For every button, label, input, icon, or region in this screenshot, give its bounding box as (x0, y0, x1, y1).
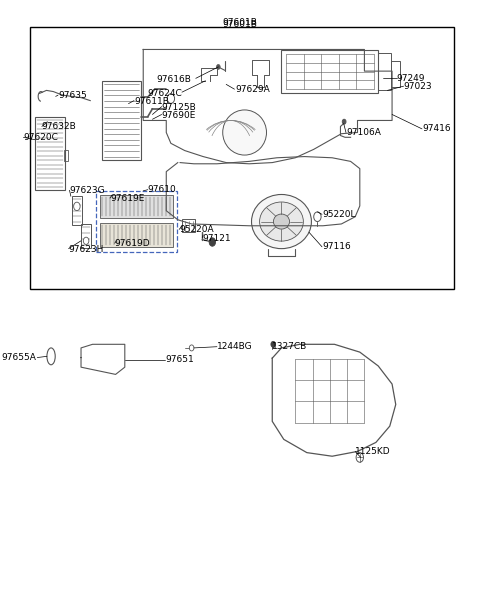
Circle shape (342, 119, 346, 124)
Ellipse shape (252, 195, 312, 249)
Text: 97611B: 97611B (134, 97, 169, 106)
Bar (63, 150, 68, 161)
Ellipse shape (223, 110, 266, 155)
Ellipse shape (274, 214, 289, 229)
Circle shape (73, 202, 80, 211)
Circle shape (271, 341, 276, 348)
Bar (100, 195, 173, 218)
Text: 97249: 97249 (396, 74, 425, 83)
Text: 97623H: 97623H (69, 245, 104, 254)
Text: 97116: 97116 (322, 243, 351, 251)
Text: 97623G: 97623G (70, 187, 105, 195)
Text: 97620C: 97620C (24, 133, 58, 142)
Text: 97125B: 97125B (162, 103, 196, 112)
Text: 97610: 97610 (148, 185, 177, 194)
Bar (391, 61, 400, 87)
Text: 97616B: 97616B (157, 75, 192, 84)
Text: 97651: 97651 (165, 356, 194, 365)
Text: 97635: 97635 (58, 91, 87, 99)
Bar (182, 219, 195, 232)
Bar (281, 50, 378, 93)
Text: 97601B: 97601B (223, 20, 257, 29)
Circle shape (84, 237, 89, 244)
Circle shape (216, 64, 220, 69)
Circle shape (209, 238, 216, 246)
Text: 97655A: 97655A (1, 353, 36, 362)
Text: 97416: 97416 (422, 125, 451, 133)
Text: 97619D: 97619D (115, 239, 150, 248)
Text: 1244BG: 1244BG (217, 342, 252, 351)
Bar (378, 53, 391, 90)
Text: 97629A: 97629A (235, 85, 270, 94)
Ellipse shape (260, 202, 303, 241)
Bar (35, 117, 65, 190)
Circle shape (167, 94, 175, 103)
Bar (72, 196, 82, 225)
Text: 97023: 97023 (404, 82, 432, 91)
Text: 97106A: 97106A (346, 128, 381, 137)
Text: 95220L: 95220L (322, 210, 356, 219)
Bar (30, 27, 454, 289)
Text: 97601B: 97601B (223, 18, 257, 28)
Bar (81, 224, 91, 248)
Text: 97619E: 97619E (110, 194, 144, 203)
Bar (96, 192, 177, 252)
Text: 95220A: 95220A (179, 225, 214, 235)
Bar (100, 223, 173, 247)
Bar (102, 81, 141, 160)
Text: 97624C: 97624C (148, 89, 182, 98)
Text: 1327CB: 1327CB (272, 342, 308, 351)
Text: 1125KD: 1125KD (355, 447, 391, 456)
Text: 97690E: 97690E (162, 111, 196, 120)
Text: 97121: 97121 (202, 234, 231, 243)
Text: 97632B: 97632B (42, 122, 77, 131)
